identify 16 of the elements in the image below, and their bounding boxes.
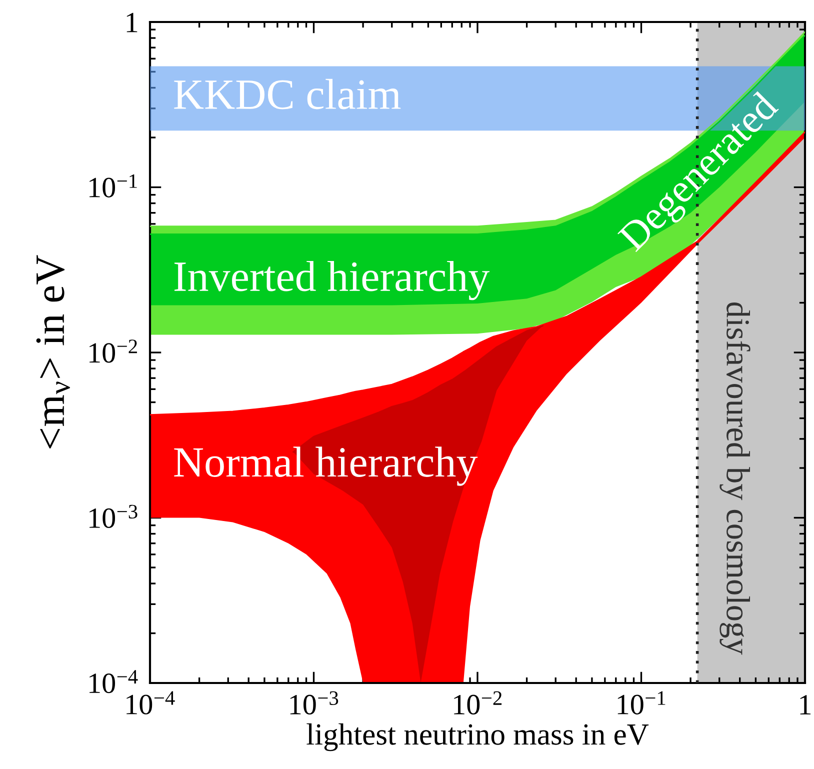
x-tick-label: 10$^{−1}$ <box>618 691 666 714</box>
y-tick-label: 1 <box>126 12 138 32</box>
series-label: Normal hierarchy <box>174 446 478 486</box>
x-tick-label: 10$^{−2}$ <box>454 691 502 714</box>
series-label: Inverted hierarchy <box>174 260 490 300</box>
band-label: KKDC claim <box>174 78 401 110</box>
y-tick-label: 10$^{−4}$ <box>90 670 138 694</box>
x-axis-title: lightest neutrino mass in eV <box>306 723 649 752</box>
band-label: disfavoured by cosmology <box>720 302 750 655</box>
y-tick-label: 10$^{−2}$ <box>90 340 137 363</box>
y-tick-label: 10$^{−3}$ <box>90 504 138 528</box>
y-axis-title: <m$_{ν}$> in eV <box>36 255 70 448</box>
x-tick-label: 10$^{−3}$ <box>290 691 338 714</box>
y-tick-label: 10$^{−1}$ <box>90 174 137 198</box>
x-tick-label: 1 <box>800 695 811 714</box>
x-tick-label: 10$^{−4}$ <box>126 691 175 714</box>
